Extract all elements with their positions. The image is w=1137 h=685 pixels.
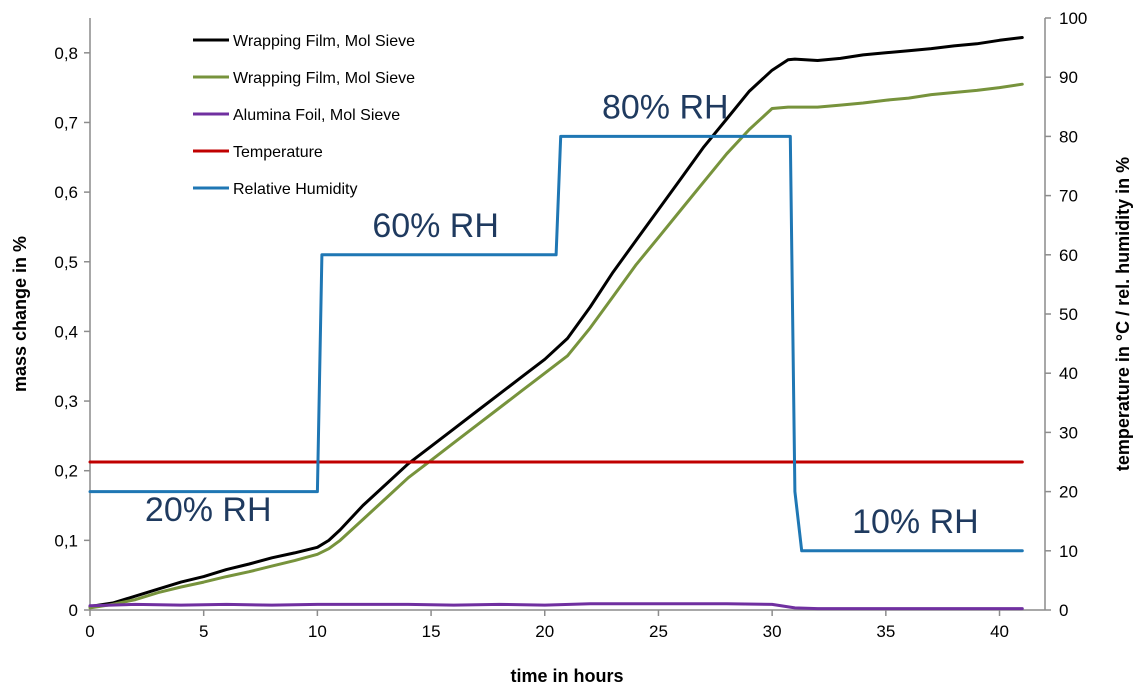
left-y-tick-label: 0,8 [54,44,78,63]
ticks: 0 5 10 15 20 25 30 35 40 0 0,1 0,2 0,3 0,4 0,5 0,6 0,7 0,… [54,9,1087,641]
x-axis-title: time in hours [510,666,623,685]
left-y-tick-label: 0,4 [54,322,78,341]
x-tick-label: 5 [199,622,208,641]
left-y-tick-label: 0,5 [54,253,78,272]
series-line-alumina-foil-mol-sieve-2 [88,602,1024,611]
right-y-tick-label: 70 [1059,187,1078,206]
legend-label: Wrapping Film, Mol Sieve [233,33,415,50]
annotation-20-rh: 20% RH [145,491,272,529]
left-y-tick-label: 0,7 [54,113,78,132]
x-tick-label: 0 [85,622,94,641]
series-line-relative-humidity-4 [88,134,1024,553]
x-tick-label: 25 [649,622,668,641]
right-y-tick-label: 90 [1059,68,1078,87]
right-y-tick-label: 100 [1059,9,1087,28]
legend-label: Temperature [233,144,323,161]
x-tick-label: 35 [876,622,895,641]
right-y-tick-label: 50 [1059,305,1078,324]
x-tick-label: 40 [990,622,1009,641]
left-y-tick-label: 0 [69,601,78,620]
x-tick-label: 30 [763,622,782,641]
legend-label: Relative Humidity [233,181,357,198]
legend-label: Alumina Foil, Mol Sieve [233,107,400,124]
right-y-tick-label: 30 [1059,423,1078,442]
annotation-layer: 20% RH 60% RH 80% RH 10% RH [145,89,979,541]
left-y-tick-label: 0,2 [54,462,78,481]
x-tick-label: 20 [535,622,554,641]
right-y-tick-label: 0 [1059,601,1068,620]
annotation-10-rh: 10% RH [852,503,979,541]
legend: Wrapping Film, Mol Sieve Wrapping Film, M… [193,33,415,198]
series-line-wrapping-film-mol-sieve-1 [88,82,1024,610]
left-y-tick-label: 0,3 [54,392,78,411]
x-tick-label: 15 [422,622,441,641]
annotation-80-rh: 80% RH [602,89,729,127]
right-y-tick-label: 40 [1059,364,1078,383]
x-tick-label: 10 [308,622,327,641]
left-y-tick-label: 0,6 [54,183,78,202]
right-y-tick-label: 20 [1059,483,1078,502]
right-y-axis-title: temperature in °C / rel. humidity in % [1113,157,1133,471]
left-y-axis-title: mass change in % [10,236,30,392]
left-y-tick-label: 0,1 [54,531,78,550]
legend-label: Wrapping Film, Mol Sieve [233,70,415,87]
right-y-tick-label: 60 [1059,246,1078,265]
right-y-tick-label: 80 [1059,127,1078,146]
right-y-tick-label: 10 [1059,542,1078,561]
series-layer [88,36,1024,611]
series-line-wrapping-film-mol-sieve-0 [88,36,1024,608]
annotation-60-rh: 60% RH [372,207,499,245]
